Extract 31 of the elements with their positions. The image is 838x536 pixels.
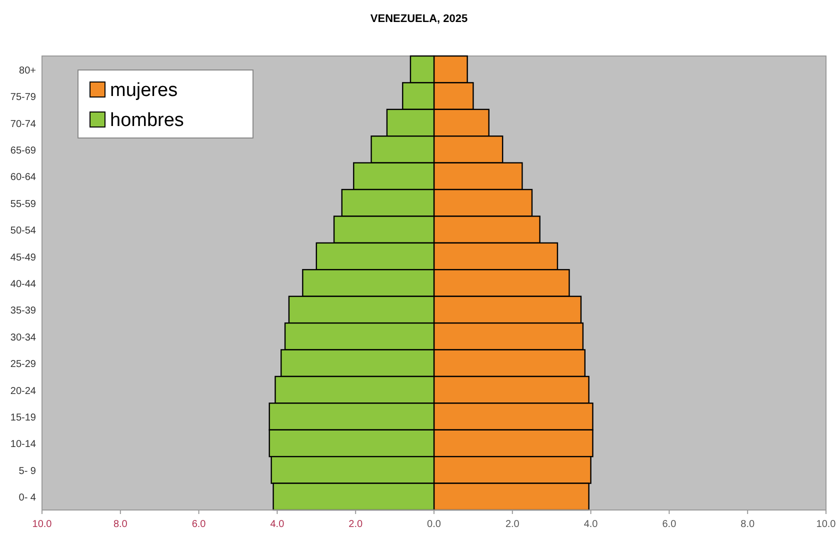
y-tick-label: 65-69 — [10, 145, 36, 156]
y-tick-label: 60-64 — [10, 172, 36, 184]
x-tick-label: 2.0 — [348, 519, 363, 530]
y-tick-label: 70-74 — [10, 118, 36, 130]
y-tick-label: 5- 9 — [18, 466, 36, 477]
y-tick-label: 40-44 — [10, 279, 36, 290]
x-tick-label: 2.0 — [505, 519, 520, 530]
y-tick-label: 20-24 — [10, 386, 36, 397]
x-tick-label: 10.0 — [816, 519, 836, 530]
y-tick-label: 35-39 — [10, 306, 36, 317]
y-tick-label: 10-14 — [10, 439, 36, 450]
chart-title: VENEZUELA, 2025 — [370, 13, 468, 25]
y-tick-label: 30-34 — [10, 332, 36, 344]
y-tick-label: 0- 4 — [18, 492, 36, 504]
x-tick-label: 8.0 — [740, 519, 755, 530]
y-tick-label: 50-54 — [10, 226, 36, 237]
y-tick-label: 80+ — [19, 65, 36, 76]
y-tick-label: 25-29 — [10, 359, 36, 370]
x-tick-label: 4.0 — [270, 519, 285, 530]
y-tick-label: 45-49 — [10, 252, 36, 264]
legend-label: hombres — [110, 110, 184, 131]
y-tick-label: 75-79 — [10, 92, 36, 104]
x-tick-label: 4.0 — [584, 519, 598, 530]
x-tick-label: 10.0 — [32, 519, 52, 530]
y-tick-label: 15-19 — [10, 412, 36, 424]
legend-label: mujeres — [110, 80, 178, 101]
y-tick-label: 55-59 — [10, 198, 36, 210]
x-tick-label: 6.0 — [662, 519, 677, 530]
x-tick-label: 6.0 — [192, 519, 206, 530]
x-tick-label: 0.0 — [427, 519, 442, 530]
x-tick-label: 8.0 — [113, 519, 128, 530]
